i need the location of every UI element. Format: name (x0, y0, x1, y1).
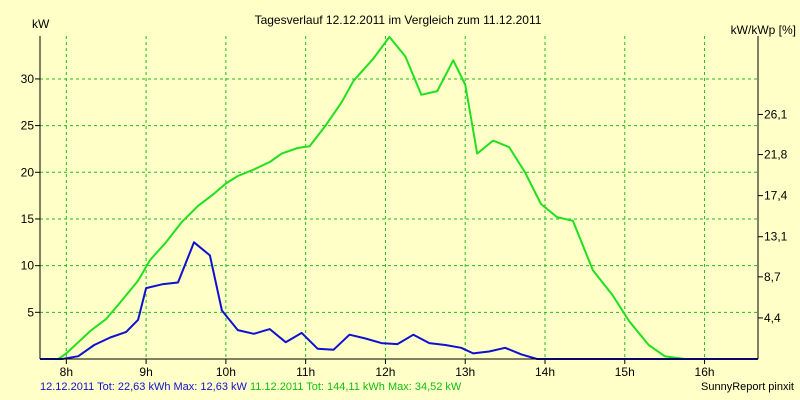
y-axis-label-right: kW/kWp [%] (731, 23, 796, 37)
y-tick-label-left-30: 30 (21, 72, 35, 86)
x-tick-label-13: 13h (455, 365, 475, 379)
y-tick-label-right-0: 4,4 (764, 311, 781, 325)
chart-legend: 12.12.2011 Tot: 22,63 kWh Max: 12,63 kW … (40, 381, 461, 393)
y-tick-label-right-3: 17,4 (764, 189, 788, 203)
y-tick-label-left-10: 10 (21, 259, 35, 273)
y-tick-label-right-1: 8,7 (764, 270, 781, 284)
x-tick-label-16: 16h (695, 365, 715, 379)
x-tick-label-15: 15h (615, 365, 635, 379)
legend-12-12-2011: 12.12.2011 Tot: 22,63 kWh Max: 12,63 kW (40, 381, 247, 393)
x-tick-label-12: 12h (375, 365, 395, 379)
legend-11-12-2011: 11.12.2011 Tot: 144,11 kWh Max: 34,52 kW (249, 381, 462, 393)
series-line-11-12-2011 (40, 35, 758, 360)
x-tick-label-9: 9h (139, 365, 152, 379)
x-tick-label-10: 10h (216, 365, 236, 379)
x-tick-label-14: 14h (535, 365, 555, 379)
chart-title: Tagesverlauf 12.12.2011 im Vergleich zum… (255, 13, 542, 27)
y-tick-label-left-25: 25 (21, 119, 35, 133)
y-axis-label-left: kW (32, 17, 50, 31)
y-tick-label-right-2: 13,1 (764, 230, 788, 244)
y-tick-label-left-5: 5 (27, 305, 34, 319)
y-tick-label-right-4: 21,8 (764, 148, 788, 162)
credit-text: SunnyReport pinxit (701, 381, 794, 393)
y-tick-label-left-20: 20 (21, 165, 35, 179)
plot-background (40, 36, 758, 359)
plot-area: 8h 9h 10h 11h 12h 13h 14h 15h 16h 5 10 15 20 25 30 4,4 8… (21, 35, 788, 379)
x-tick-label-11: 11h (296, 365, 315, 379)
y-tick-label-left-15: 15 (21, 212, 35, 226)
y-tick-label-right-5: 26,1 (764, 107, 788, 121)
x-tick-label-8: 8h (60, 365, 73, 379)
